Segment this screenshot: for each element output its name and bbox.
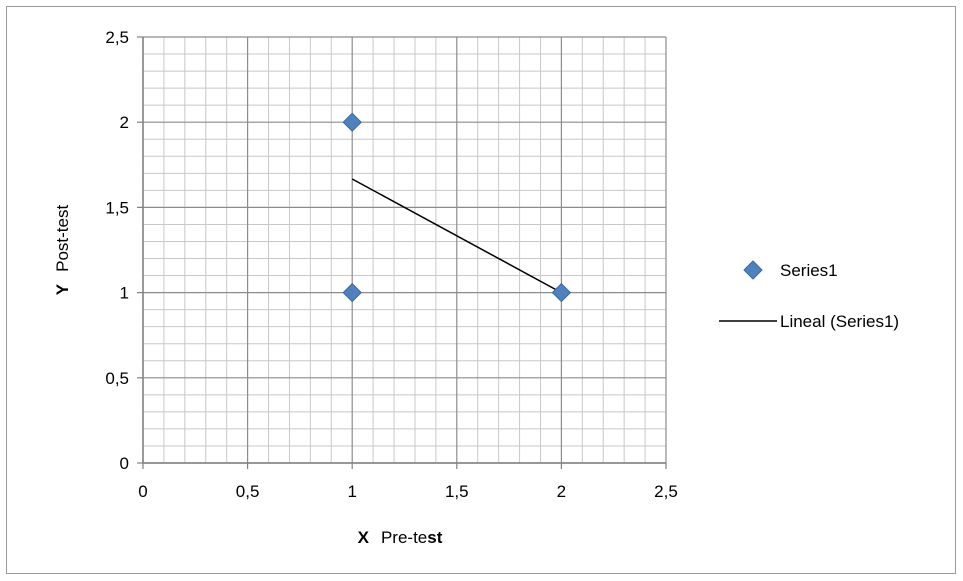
y-tick-label: 1	[120, 284, 129, 303]
x-axis-label-a: Pre-te	[381, 528, 427, 547]
y-tick-label: 0,5	[105, 369, 129, 388]
data-point	[342, 112, 362, 132]
x-axis-prefix: X	[358, 528, 370, 547]
x-tick-label: 1,5	[445, 482, 469, 501]
y-axis-title: Y Post-test	[53, 205, 72, 296]
x-tick-label: 2	[557, 482, 566, 501]
y-tick-labels: 0 0,5 1 1,5 2 2,5	[105, 28, 129, 473]
y-tick-label: 2	[120, 113, 129, 132]
legend-item-trendline: Lineal (Series1)	[719, 312, 899, 331]
minor-grid	[143, 37, 666, 463]
data-point	[551, 282, 572, 303]
y-axis-label: Post-test	[53, 205, 72, 272]
legend-item-series1: Series1	[743, 260, 838, 280]
axes	[137, 36, 667, 469]
legend-label-trendline: Lineal (Series1)	[780, 312, 899, 331]
points-layer	[342, 112, 572, 303]
x-axis-title: X Pre-test	[358, 528, 443, 547]
x-axis-label-b: st	[427, 528, 442, 547]
y-tick-label: 0	[120, 454, 129, 473]
trendline	[351, 178, 562, 294]
x-tick-labels: 0 0,5 1 1,5 2 2,5	[138, 482, 678, 501]
y-tick-label: 2,5	[105, 28, 129, 47]
x-tick-label: 0,5	[236, 482, 260, 501]
x-tick-label: 0	[138, 482, 147, 501]
data-point	[342, 282, 362, 303]
legend-label-series1: Series1	[780, 261, 838, 280]
trendline-layer	[351, 178, 562, 294]
x-tick-label: 2,5	[654, 482, 678, 501]
legend: Series1 Lineal (Series1)	[719, 260, 899, 331]
major-grid	[142, 36, 667, 464]
x-tick-label: 1	[347, 482, 356, 501]
y-axis-prefix: Y	[53, 283, 72, 295]
legend-diamond-icon	[743, 260, 763, 280]
y-tick-label: 1,5	[105, 198, 129, 217]
